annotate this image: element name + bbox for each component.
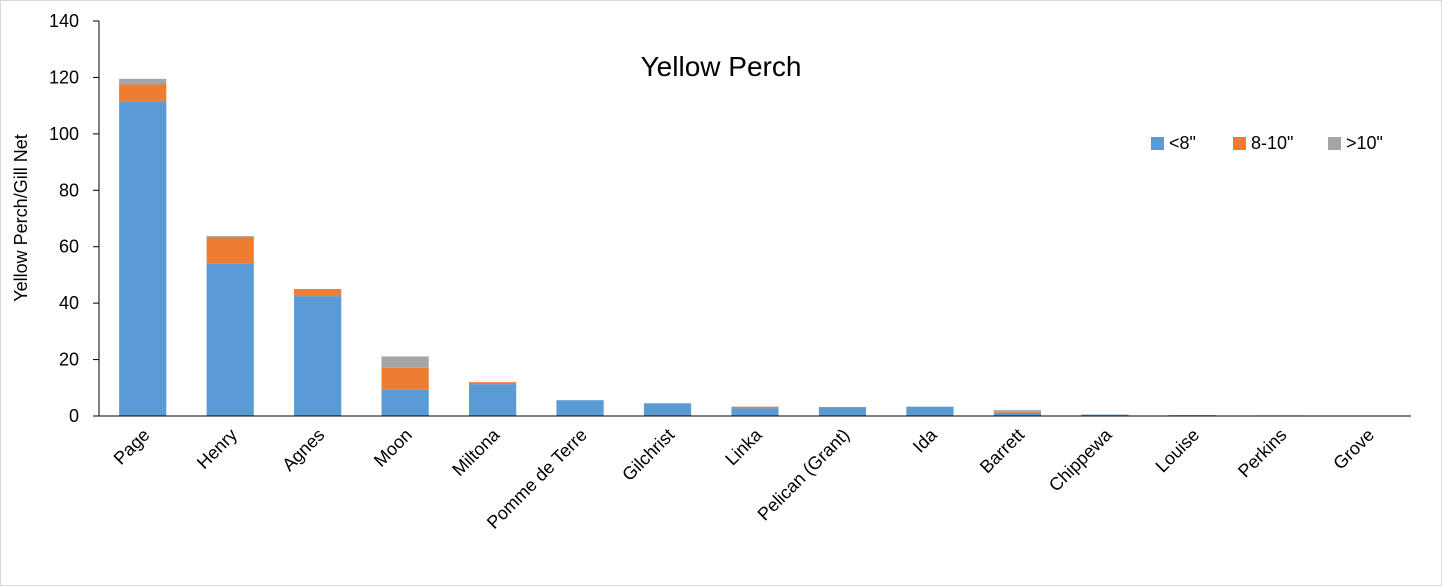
bar-moon-series-1	[381, 367, 429, 390]
bars	[119, 78, 1391, 417]
x-tick-label: Gilchrist	[618, 425, 678, 485]
x-tick-label: Page	[110, 425, 154, 469]
bar-henry-series-0	[206, 263, 254, 416]
x-tick-label: Henry	[193, 425, 241, 473]
bar-miltona-series-0	[468, 384, 517, 416]
bar-henry-series-2	[206, 235, 254, 237]
x-tick-label: Pelican (Grant)	[754, 425, 854, 525]
x-tick-label: Perkins	[1234, 425, 1291, 482]
x-tick-label: Moon	[370, 425, 416, 471]
y-tick-label: 60	[59, 237, 79, 257]
legend-label: >10"	[1346, 133, 1383, 153]
bar-gilchrist-series-0	[643, 403, 692, 416]
x-tick-label: Louise	[1152, 425, 1204, 477]
legend-label: 8-10"	[1251, 133, 1293, 153]
bar-pelican-grant-series-0	[818, 407, 867, 416]
y-axis-title: Yellow Perch/Gill Net	[11, 134, 31, 301]
bar-barrett-series-1	[993, 411, 1042, 413]
y-tick-label: 120	[49, 67, 79, 87]
legend-swatch	[1233, 137, 1246, 150]
x-tick-label: Grove	[1329, 425, 1378, 474]
bar-agnes-series-1	[294, 289, 342, 297]
bar-agnes-series-0	[294, 296, 342, 416]
legend-swatch	[1328, 137, 1341, 150]
chart-title: Yellow Perch	[641, 51, 802, 82]
bar-barrett-series-0	[993, 412, 1042, 416]
y-axis: 0 20 40 60 80 100 120 140	[49, 11, 99, 426]
y-tick-label: 100	[49, 124, 79, 144]
x-tick-label: Agnes	[278, 425, 328, 475]
bar-henry-series-1	[206, 236, 254, 264]
bar-moon-series-0	[381, 389, 429, 416]
bar-pelican-grant-series-1	[818, 406, 867, 408]
x-tick-label: Miltona	[448, 424, 504, 480]
x-tick-label: Ida	[909, 424, 942, 457]
bar-chippewa-series-0	[1081, 414, 1129, 416]
x-tick-label: Chippewa	[1045, 424, 1116, 495]
legend-swatch	[1151, 137, 1164, 150]
x-tick-label: Linka	[721, 424, 766, 469]
bar-moon-series-2	[381, 356, 429, 368]
y-tick-label: 40	[59, 293, 79, 313]
bar-page-series-0	[119, 101, 167, 417]
bar-pomme-de-terre-series-0	[556, 400, 604, 416]
bar-page-series-2	[119, 78, 167, 85]
bar-page-series-1	[119, 84, 167, 102]
bar-barrett-series-2	[993, 410, 1042, 412]
legend-label: <8"	[1169, 133, 1196, 153]
bar-ida-series-0	[906, 406, 954, 416]
x-tick-label: Barrett	[976, 425, 1028, 477]
y-tick-label: 20	[59, 350, 79, 370]
legend: <8" 8-10" >10"	[1151, 133, 1383, 153]
bar-linka-series-0	[731, 408, 779, 416]
y-tick-label: 140	[49, 11, 79, 31]
y-tick-label: 0	[69, 406, 79, 426]
y-tick-label: 80	[59, 180, 79, 200]
bar-linka-series-1	[731, 406, 779, 409]
bar-miltona-series-1	[468, 382, 517, 385]
